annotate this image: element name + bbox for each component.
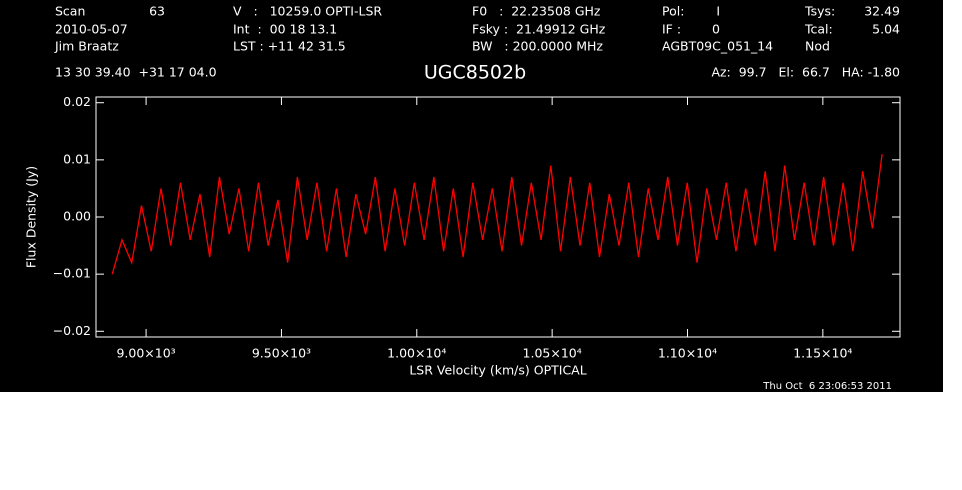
header-text: F0 : 22.23508 GHz [472,4,601,19]
header-text: Az: 99.7 El: 66.7 HA: -1.80 [711,65,900,80]
header-text: BW : 200.0000 MHz [472,39,603,54]
spectrum-line [111,154,883,275]
y-axis-label: Flux Density (Jy) [24,166,39,268]
header-text: IF : [662,22,681,37]
x-tick-label: 1.05×10⁴ [523,346,582,361]
y-tick-label: −0.02 [53,323,91,338]
header-text: Tcal: [804,22,833,37]
y-tick-label: 0.00 [63,209,91,224]
header-text: 0 [712,22,720,37]
header-text: LST : +11 42 31.5 [233,39,346,54]
header-text: 63 [149,4,165,19]
header-text: Pol: [662,4,684,19]
y-tick-label: 0.01 [63,151,91,166]
x-tick-label: 1.10×10⁴ [658,346,717,361]
x-tick-label: 9.00×10³ [116,346,175,361]
header-text: Fsky : 21.49912 GHz [472,22,606,37]
y-tick-label: 0.02 [63,94,91,109]
header-text: Nod [805,39,830,54]
header-text: AGBT09C_051_14 [662,39,773,54]
header-text: V : 10259.0 OPTI-LSR [233,4,382,19]
header-text: Scan [55,4,85,19]
header-text: 2010-05-07 [55,22,128,37]
header-text: Jim Braatz [54,39,119,54]
header-text: 32.49 [864,4,900,19]
header-text: Tsys: [804,4,835,19]
header-text: 5.04 [872,22,900,37]
chart-title: UGC8502b [424,62,526,84]
y-tick-label: −0.01 [53,266,91,281]
header-text: 13 30 39.40 +31 17 04.0 [55,65,217,80]
x-axis-label: LSR Velocity (km/s) OPTICAL [409,363,586,378]
header-text: I [716,4,720,19]
timestamp: Thu Oct 6 23:06:53 2011 [762,381,892,392]
x-tick-label: 9.50×10³ [252,346,311,361]
header-text: Int : 00 18 13.1 [233,22,337,37]
x-tick-label: 1.15×10⁴ [793,346,852,361]
x-tick-label: 1.00×10⁴ [387,346,446,361]
